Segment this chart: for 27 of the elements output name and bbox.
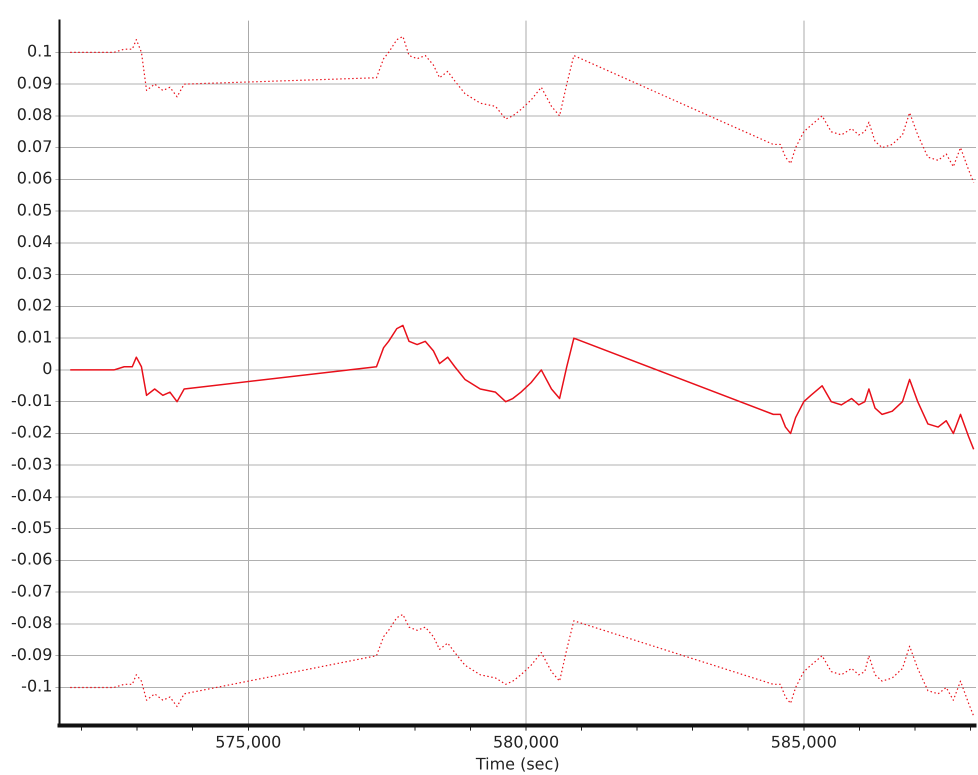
y-tick-label: 0.1: [26, 42, 52, 61]
y-tick-label: 0.04: [16, 232, 52, 252]
y-tick-label: -0.1: [21, 676, 52, 696]
y-tick-label: -0.07: [10, 581, 52, 600]
y-tick-label: 0.09: [16, 73, 52, 92]
y-tick-label: -0.08: [10, 613, 52, 632]
line-series: [70, 614, 974, 717]
y-tick-label: 0: [42, 359, 52, 378]
y-tick-label: 0.05: [16, 200, 52, 220]
y-tick-label: -0.03: [10, 454, 52, 474]
y-tick-label: 0.07: [16, 136, 52, 156]
y-tick-label: -0.09: [10, 644, 52, 664]
y-tick-label: 0.03: [16, 264, 52, 283]
y-tick-label: 0.01: [16, 327, 52, 346]
y-tick-label: -0.06: [10, 550, 52, 569]
x-tick-label: 575,000: [215, 732, 282, 752]
x-tick-label: 580,000: [492, 732, 560, 752]
y-tick-label: 0.08: [16, 105, 52, 124]
x-tick-label: 585,000: [770, 732, 837, 752]
y-tick-label: -0.05: [10, 518, 52, 537]
y-tick-label: 0.02: [16, 296, 52, 315]
x-axis-title: Time (sec): [474, 754, 560, 774]
y-tick-label: -0.04: [10, 486, 52, 506]
y-tick-label: 0.06: [16, 168, 52, 188]
line-series: [70, 36, 974, 184]
y-tick-label: -0.02: [10, 422, 52, 442]
y-tick-label: -0.01: [10, 390, 52, 410]
